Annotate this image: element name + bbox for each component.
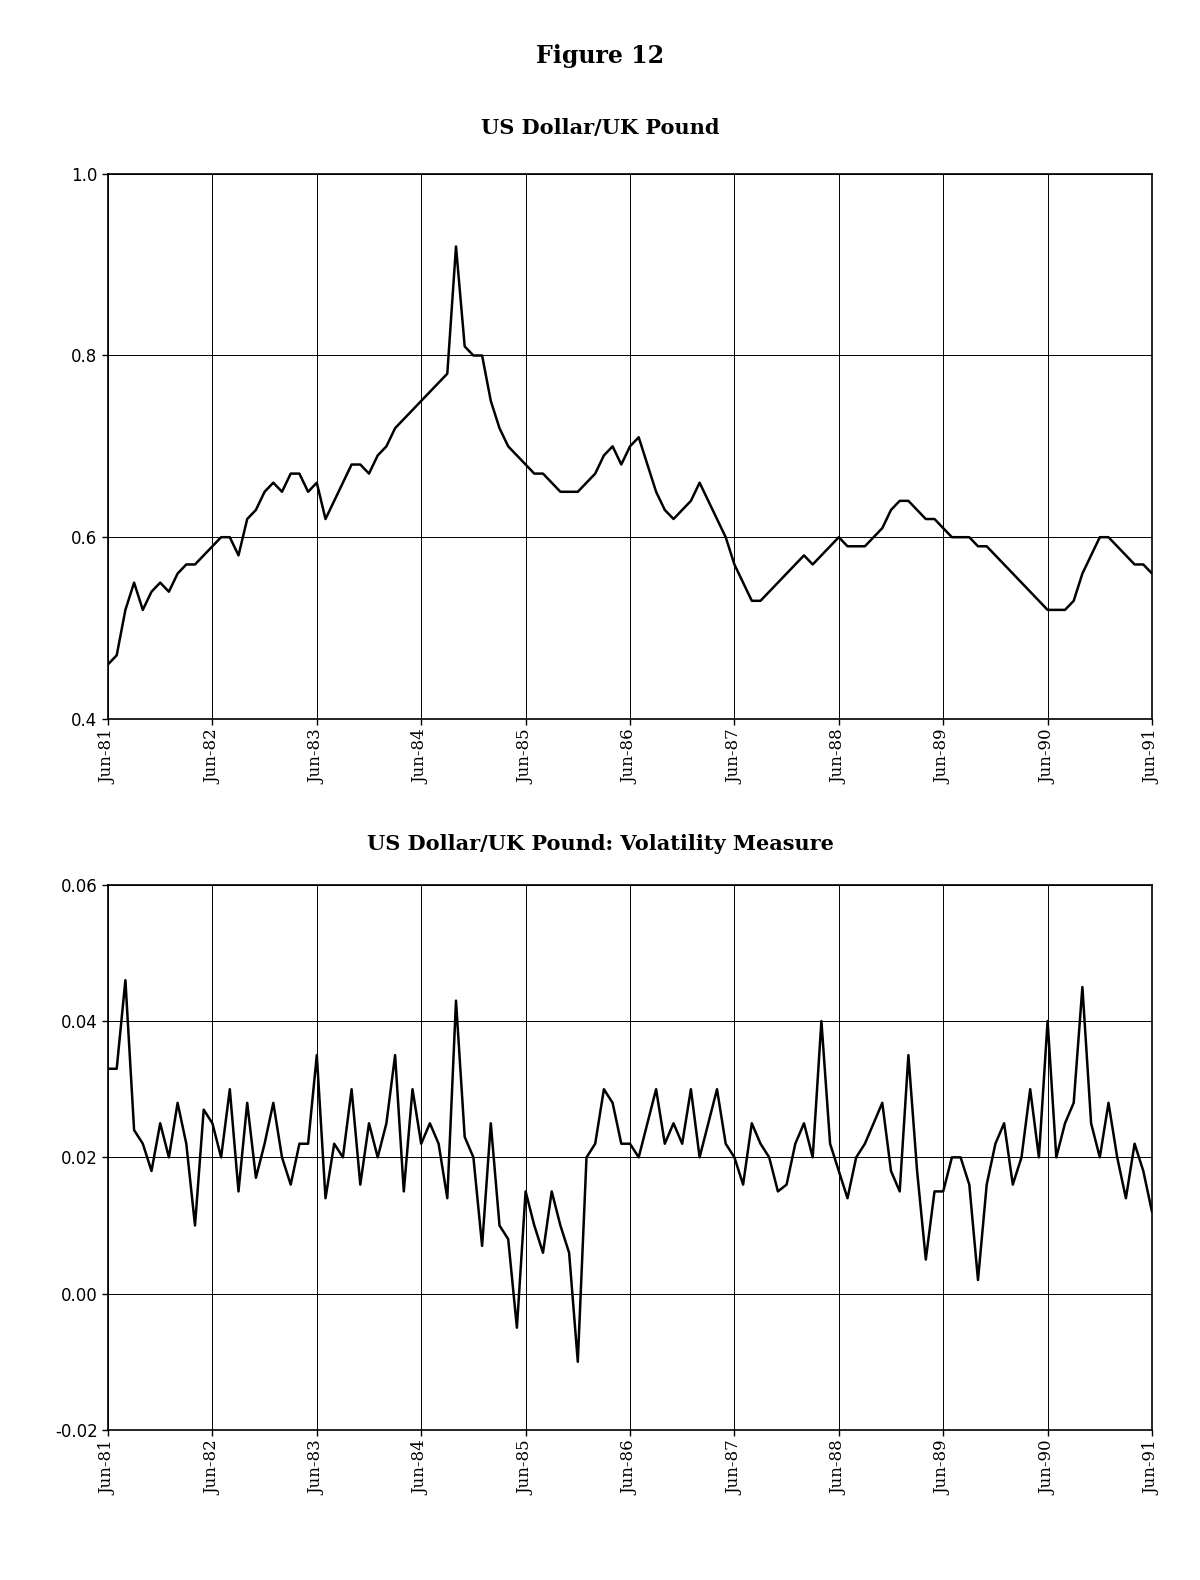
Text: Figure 12: Figure 12: [536, 44, 664, 68]
Text: US Dollar/UK Pound: Volatility Measure: US Dollar/UK Pound: Volatility Measure: [366, 834, 834, 855]
Text: US Dollar/UK Pound: US Dollar/UK Pound: [481, 118, 719, 139]
